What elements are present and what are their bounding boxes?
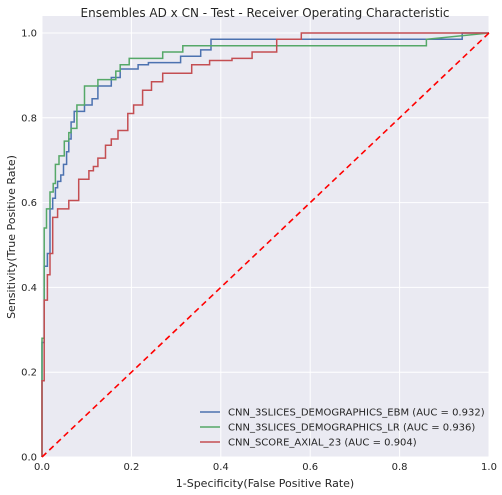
y-tick-label: 1.0 [21, 28, 37, 39]
y-tick-label: 0.4 [21, 283, 37, 294]
x-tick-labels: 0.0 0.2 0.4 0.6 0.8 1.0 [34, 462, 497, 473]
y-tick-label: 0.0 [21, 453, 37, 464]
series-lines [41, 32, 490, 458]
chance-diagonal-line [41, 32, 490, 458]
series-line-1 [41, 32, 490, 457]
grid-lines [41, 16, 490, 458]
x-tick-label: 0.8 [392, 462, 408, 473]
y-axis-label: Sensitivity(True Positive Rate) [5, 155, 18, 319]
y-tick-label: 0.6 [21, 198, 37, 209]
legend-entry-label: CNN_3SLICES_DEMOGRAPHICS_EBM (AUC = 0.93… [228, 408, 485, 419]
x-tick-label: 0.2 [123, 462, 139, 473]
legend-entry-label: CNN_3SLICES_DEMOGRAPHICS_LR (AUC = 0.936… [228, 423, 475, 434]
plot-background [42, 16, 489, 457]
x-axis-label: 1-Specificity(False Positive Rate) [176, 477, 354, 490]
chart-title: Ensembles AD x CN - Test - Receiver Oper… [81, 6, 450, 20]
y-tick-label: 0.8 [21, 113, 37, 124]
series-line-0 [41, 32, 489, 457]
x-tick-label: 0.6 [302, 462, 318, 473]
x-tick-label: 1.0 [481, 462, 497, 473]
y-tick-labels: 0.0 0.2 0.4 0.6 0.8 1.0 [21, 28, 37, 463]
legend-entry-label: CNN_SCORE_AXIAL_23 (AUC = 0.904) [228, 438, 417, 449]
x-tick-label: 0.0 [34, 462, 50, 473]
legend: CNN_3SLICES_DEMOGRAPHICS_EBM (AUC = 0.93… [200, 408, 485, 449]
y-tick-label: 0.2 [21, 368, 37, 379]
x-tick-label: 0.4 [213, 462, 229, 473]
series-line-2 [41, 32, 489, 457]
